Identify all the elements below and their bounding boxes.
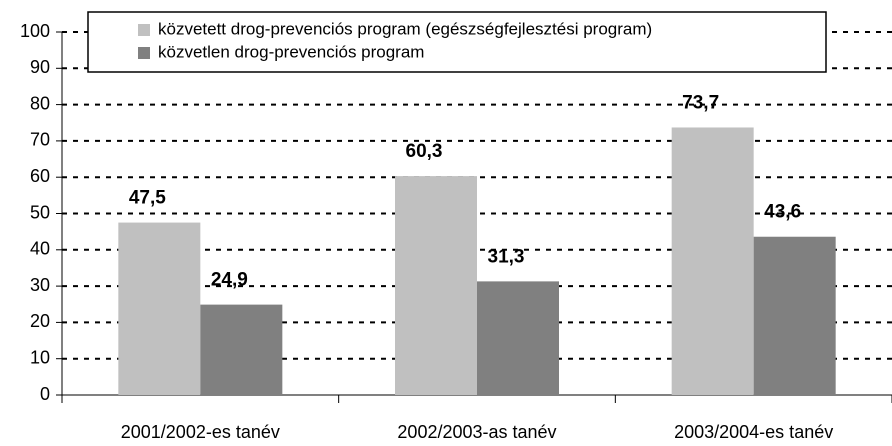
x-tick-label: 2003/2004-es tanév [674,422,833,442]
bar [477,281,559,395]
y-tick-label: 90 [30,57,50,77]
y-tick-label: 0 [40,384,50,404]
y-tick-label: 40 [30,239,50,259]
bar [118,222,201,395]
legend-swatch [138,47,150,59]
y-tick-label: 20 [30,311,50,331]
legend-label: közvetett drog-prevenciós program (egész… [158,19,652,38]
value-label: 73,7 [682,92,719,113]
y-tick-label: 100 [20,21,50,41]
bar [753,236,836,395]
value-label: 60,3 [406,141,443,162]
bar [200,304,283,395]
value-label: 31,3 [488,246,525,267]
y-tick-label: 80 [30,93,50,113]
value-label: 47,5 [129,188,166,209]
y-tick-label: 30 [30,275,50,295]
legend-box [87,11,827,73]
legend-label: közvetlen drog-prevenciós program [158,42,424,61]
y-tick-label: 50 [30,202,50,222]
bar [671,127,754,396]
bar [395,176,477,395]
x-tick-label: 2001/2002-es tanév [121,422,280,442]
value-label: 43,6 [764,202,801,223]
y-tick-label: 10 [30,347,50,367]
y-tick-label: 60 [30,166,50,186]
legend-swatch [138,24,150,36]
y-tick-label: 70 [30,130,50,150]
value-label: 24,9 [211,270,248,291]
x-tick-label: 2002/2003-as tanév [397,422,556,442]
